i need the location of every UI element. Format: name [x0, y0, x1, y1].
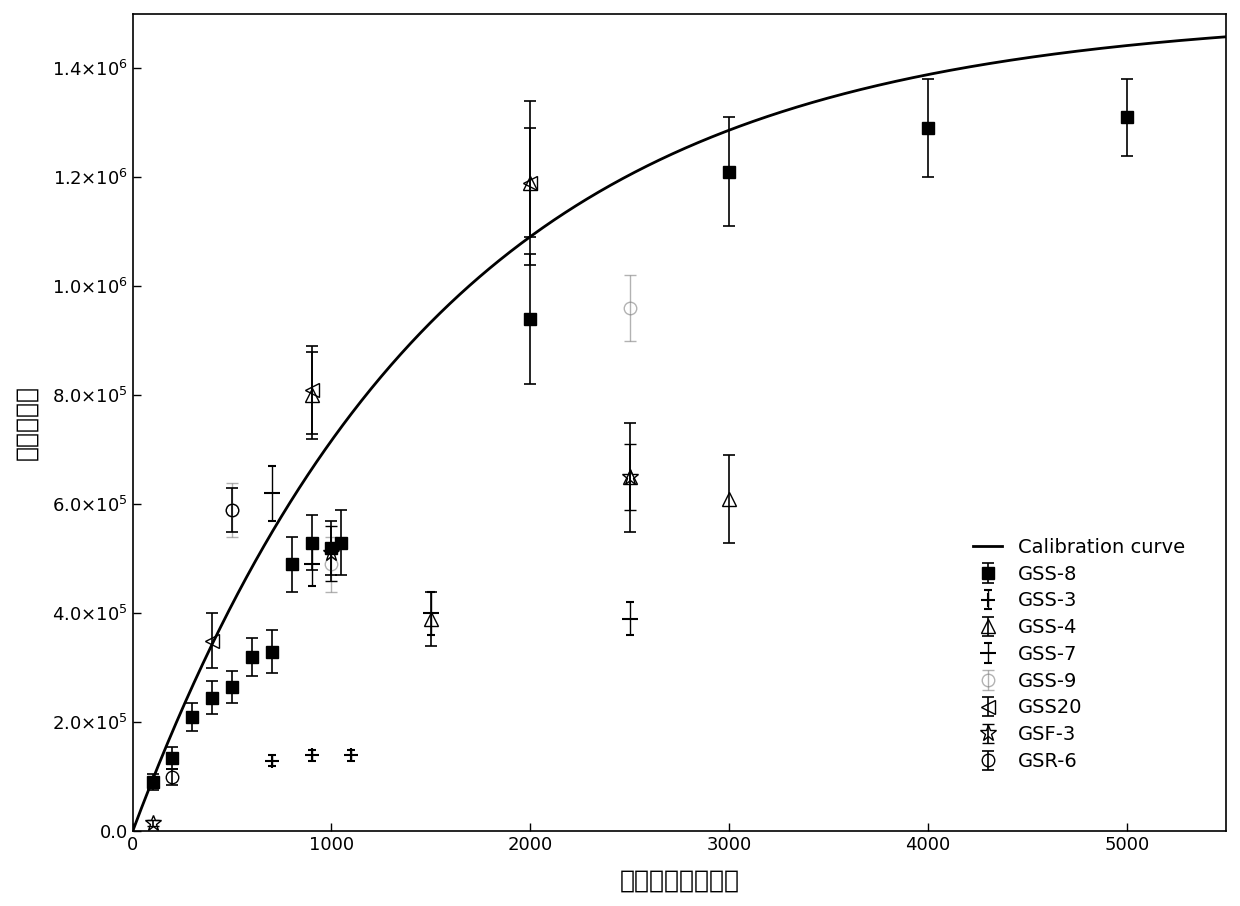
Calibration curve	[997, 55, 1012, 66]
Calibration curve	[1219, 32, 1234, 43]
Calibration curve	[978, 59, 993, 70]
Legend: Calibration curve, GSS-8, GSS-3, GSS-4, GSS-7, GSS-9, GSS20, GSF-3, GSR-6: Calibration curve, GSS-8, GSS-3, GSS-4, …	[963, 528, 1194, 781]
Y-axis label: 铬信号强度: 铬信号强度	[14, 385, 38, 460]
Calibration curve	[877, 79, 892, 90]
Calibration curve	[237, 576, 252, 587]
Calibration curve	[125, 826, 140, 837]
Line: Calibration curve: Calibration curve	[133, 37, 1226, 832]
Calibration curve	[568, 201, 583, 212]
X-axis label: 土壤中铬元素浓度: 土壤中铬元素浓度	[619, 868, 739, 892]
Calibration curve	[606, 178, 621, 188]
